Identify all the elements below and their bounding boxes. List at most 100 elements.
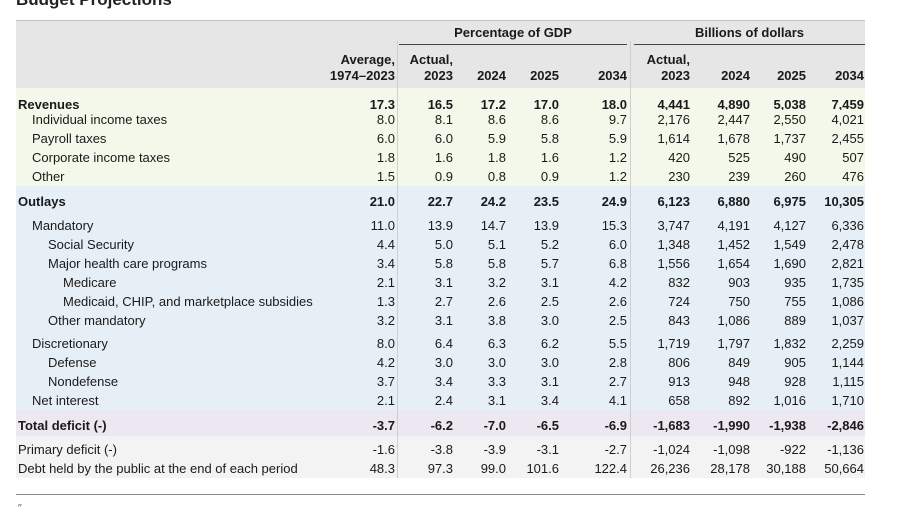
cell-value: 122.4 bbox=[594, 461, 627, 476]
cell-value: 5.0 bbox=[434, 237, 453, 252]
cell-value: 3.4 bbox=[434, 374, 453, 389]
cell-value: 2.5 bbox=[608, 313, 627, 328]
row-label: Net interest bbox=[32, 393, 99, 408]
cell-value: 5.8 bbox=[487, 256, 506, 271]
cell-value: 2,821 bbox=[831, 256, 864, 271]
cell-value: 8.0 bbox=[376, 336, 395, 351]
cell-value: 8.0 bbox=[376, 112, 395, 127]
cell-value: 4.1 bbox=[608, 393, 627, 408]
cell-value: -3.1 bbox=[536, 442, 559, 457]
cell-value: 3.2 bbox=[376, 313, 395, 328]
cell-value: 948 bbox=[728, 374, 750, 389]
cell-value: 1,144 bbox=[831, 355, 864, 370]
cell-value: 3.1 bbox=[434, 275, 453, 290]
cell-value: -3.7 bbox=[372, 418, 395, 433]
column-header: 2024 bbox=[721, 52, 750, 84]
table-row: Defense 4.2 3.0 3.0 3.0 2.8 806 849 905 1,144 bbox=[16, 353, 865, 372]
cell-value: 905 bbox=[784, 355, 806, 370]
cell-value: 18.0 bbox=[601, 97, 627, 112]
cell-value: 50,664 bbox=[824, 461, 864, 476]
cell-value: 23.5 bbox=[533, 194, 559, 209]
cell-value: 5.1 bbox=[487, 237, 506, 252]
cell-value: 48.3 bbox=[369, 461, 395, 476]
row-label: Payroll taxes bbox=[32, 131, 107, 146]
cell-value: 3.0 bbox=[487, 355, 506, 370]
cell-value: -922 bbox=[779, 442, 806, 457]
column-header-line1 bbox=[530, 52, 559, 68]
cell-value: 1.6 bbox=[434, 150, 453, 165]
row-label: Primary deficit (-) bbox=[18, 442, 117, 457]
cell-value: 1,678 bbox=[717, 131, 750, 146]
cell-value: 507 bbox=[842, 150, 864, 165]
column-header: 2025 bbox=[530, 52, 559, 84]
cell-value: 4.2 bbox=[608, 275, 627, 290]
cell-value: 97.3 bbox=[427, 461, 453, 476]
cell-value: 22.7 bbox=[427, 194, 453, 209]
cell-value: 490 bbox=[784, 150, 806, 165]
row-label: Nondefense bbox=[48, 374, 119, 389]
row-label: Medicaid, CHIP, and marketplace subsidie… bbox=[63, 294, 313, 309]
column-header-line1: Actual, bbox=[409, 52, 453, 67]
cell-value: -1,098 bbox=[713, 442, 750, 457]
cell-value: 6.3 bbox=[487, 336, 506, 351]
cell-value: 1,614 bbox=[657, 131, 690, 146]
cell-value: 5.8 bbox=[540, 131, 559, 146]
column-header-line2: 2024 bbox=[477, 68, 506, 83]
cell-value: 832 bbox=[668, 275, 690, 290]
column-header: 2024 bbox=[477, 52, 506, 84]
column-header-line2: 2024 bbox=[721, 68, 750, 83]
cell-value: 4,191 bbox=[717, 218, 750, 233]
cell-value: 1,654 bbox=[717, 256, 750, 271]
cell-value: 3.2 bbox=[487, 275, 506, 290]
section-title: Budget Projections bbox=[16, 0, 172, 10]
group-rule-gdp bbox=[399, 44, 627, 45]
table-row: Corporate income taxes 1.8 1.6 1.8 1.6 1.2 420… bbox=[16, 148, 865, 167]
cell-value: 1,016 bbox=[773, 393, 806, 408]
row-label: Major health care programs bbox=[48, 256, 207, 271]
cell-value: 1,797 bbox=[717, 336, 750, 351]
column-header-line2: 2023 bbox=[424, 68, 453, 83]
cell-value: 260 bbox=[784, 169, 806, 184]
table-row: Major health care programs 3.4 5.8 5.8 5.7 6.… bbox=[16, 254, 865, 273]
cell-value: 16.5 bbox=[427, 97, 453, 112]
cell-value: 5,038 bbox=[773, 97, 806, 112]
cell-value: 1.2 bbox=[608, 150, 627, 165]
budget-table: Percentage of GDP Billions of dollars Av… bbox=[16, 20, 865, 478]
cell-value: 5.8 bbox=[434, 256, 453, 271]
cell-value: 7,459 bbox=[831, 97, 864, 112]
cell-value: 3.1 bbox=[487, 393, 506, 408]
column-header: 2034 bbox=[598, 52, 627, 84]
cell-value: 1,086 bbox=[717, 313, 750, 328]
cell-value: -1,136 bbox=[827, 442, 864, 457]
cell-value: 1.6 bbox=[540, 150, 559, 165]
cell-value: 5.9 bbox=[608, 131, 627, 146]
cell-value: 0.8 bbox=[487, 169, 506, 184]
cell-value: 1.2 bbox=[608, 169, 627, 184]
row-label: Corporate income taxes bbox=[32, 150, 171, 165]
column-header-line2: 2025 bbox=[777, 68, 806, 83]
cell-value: 2.4 bbox=[434, 393, 453, 408]
cell-value: 10,305 bbox=[824, 194, 864, 209]
cell-value: 750 bbox=[728, 294, 750, 309]
cell-value: 2,478 bbox=[831, 237, 864, 252]
cell-value: 14.7 bbox=[480, 218, 506, 233]
cell-value: 755 bbox=[784, 294, 806, 309]
row-label: Discretionary bbox=[32, 336, 108, 351]
column-header-line1: Average, bbox=[340, 52, 395, 67]
cell-value: 3.0 bbox=[540, 355, 559, 370]
cell-value: 1,452 bbox=[717, 237, 750, 252]
cell-value: 928 bbox=[784, 374, 806, 389]
label-separator bbox=[397, 41, 398, 478]
column-header: Actual, 2023 bbox=[647, 52, 690, 84]
cell-value: 935 bbox=[784, 275, 806, 290]
column-header-line1 bbox=[721, 52, 750, 68]
table-row: Debt held by the public at the end of ea… bbox=[16, 459, 865, 478]
cell-value: 11.0 bbox=[370, 218, 395, 233]
cell-value: 1,719 bbox=[657, 336, 690, 351]
cell-value: 6,123 bbox=[657, 194, 690, 209]
table-row: Mandatory 11.0 13.9 14.7 13.9 15.3 3,747 4,191 4… bbox=[16, 212, 865, 235]
column-header: Average, 1974–2023 bbox=[330, 52, 395, 84]
cell-value: 239 bbox=[728, 169, 750, 184]
cell-value: 1.5 bbox=[376, 169, 395, 184]
cell-value: 2.7 bbox=[434, 294, 453, 309]
